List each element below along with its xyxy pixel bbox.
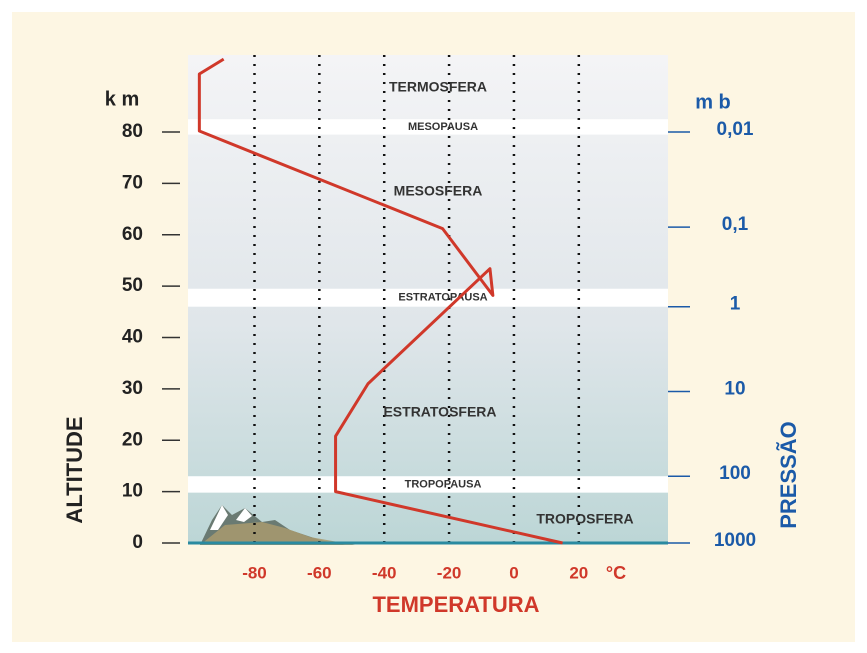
pause-band [188, 476, 668, 493]
layer-label: TROPOSFERA [536, 511, 633, 527]
x-tick-label: -60 [307, 563, 332, 582]
y2-tick-label: 1 [730, 294, 741, 315]
temperature-line [197, 57, 563, 545]
y-tick-label: 50 [122, 275, 143, 296]
x-unit: °C [606, 563, 626, 583]
y-unit: k m [105, 88, 139, 110]
plot-background-layer [188, 55, 668, 543]
pause-band [188, 119, 668, 135]
y-axis-label: ALTITUDE [62, 416, 87, 523]
y2-tick-label: 0,1 [722, 214, 749, 235]
mountains [200, 505, 355, 545]
pause-label: ESTRATOPAUSA [398, 292, 487, 304]
x-tick-label: 20 [569, 563, 588, 582]
y2-tick-label: 0,01 [717, 119, 754, 140]
y-tick-label: 10 [122, 481, 143, 502]
layer-label: MESOSFERA [394, 183, 483, 199]
x-tick-label: -80 [242, 563, 267, 582]
y2-tick-label: 10 [724, 378, 745, 399]
y-tick-label: 70 [122, 172, 143, 193]
pause-band [188, 288, 668, 307]
x-axis-label: TEMPERATURA [372, 592, 539, 617]
layer-label: TERMOSFERA [389, 79, 487, 95]
x-tick-label: -20 [437, 563, 462, 582]
x-tick-label: 0 [509, 563, 518, 582]
x-tick-label: -40 [372, 563, 397, 582]
pause-label: MESOPAUSA [408, 121, 478, 133]
y2-tick-label: 1000 [714, 530, 756, 551]
y-tick-label: 30 [122, 378, 143, 399]
y2-axis-label: PRESSÃO [776, 421, 801, 529]
y-tick-label: 20 [122, 429, 143, 450]
pause-label: TROPOPAUSA [405, 478, 482, 490]
y-tick-label: 60 [122, 224, 143, 245]
y-tick-label: 40 [122, 327, 143, 348]
layer-label: ESTRATOSFERA [383, 404, 496, 420]
y2-tick-label: 100 [719, 463, 751, 484]
y-tick-label: 80 [122, 121, 143, 142]
plot-foreground-layer: -80 -60 -40 -20 0 20 0 10 20 30 40 50 60 70 80 0,01 0,1 1… [122, 55, 756, 582]
y2-unit: m b [695, 91, 731, 113]
y-tick-label: 0 [132, 532, 143, 553]
